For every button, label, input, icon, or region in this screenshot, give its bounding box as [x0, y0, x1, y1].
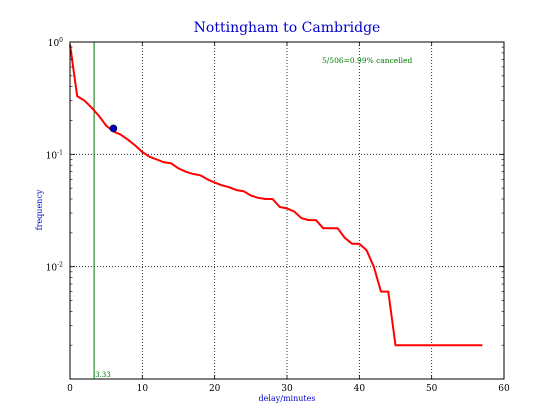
x-tick-label: 50 [426, 384, 438, 394]
x-tick-label: 20 [209, 384, 221, 394]
y-tick-base: 10 [48, 39, 60, 49]
y-tick-label: 10-2 [46, 262, 63, 274]
x-axis-ticks: 0 10 20 30 40 50 60 [67, 42, 510, 394]
x-axis-label: delay/minutes [259, 394, 316, 403]
y-tick-base: 10 [46, 151, 58, 161]
chart-title: Nottingham to Cambridge [194, 20, 381, 36]
x-tick-label: 60 [498, 384, 510, 394]
chart-marks: 3.33 [69, 42, 483, 379]
x-tick-label: 0 [67, 384, 73, 394]
x-tick-label: 30 [281, 384, 293, 394]
x-tick-label: 10 [137, 384, 149, 394]
y-axis-label: frequency [35, 189, 44, 230]
y-tick-exponent: 0 [59, 37, 63, 44]
mean-line-label: 3.33 [95, 371, 111, 379]
marker-point [109, 124, 118, 133]
grid-lines [70, 42, 504, 379]
y-tick-exponent: -1 [57, 149, 63, 156]
y-tick-label: 100 [48, 37, 63, 49]
series-line [69, 44, 483, 347]
x-tick-label: 40 [354, 384, 366, 394]
y-tick-base: 10 [46, 264, 58, 274]
y-tick-label: 10-1 [46, 149, 63, 161]
annotation-text: 5/506=0.99% cancelled [322, 56, 412, 65]
y-tick-exponent: -2 [57, 262, 63, 269]
